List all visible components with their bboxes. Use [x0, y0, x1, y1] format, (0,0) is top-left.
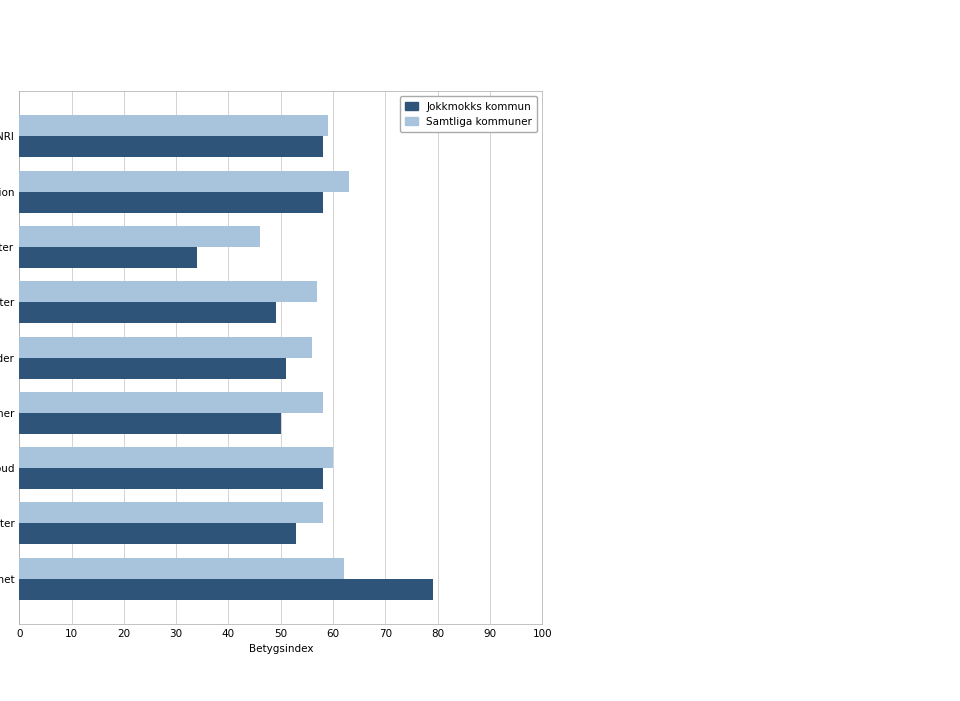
Bar: [19, 281, 318, 302]
Bar: [19, 137, 323, 157]
Bar: [19, 524, 297, 545]
Bar: [19, 336, 312, 358]
Bar: [19, 191, 323, 212]
Bar: [19, 413, 280, 434]
Bar: [19, 578, 433, 599]
Bar: [19, 558, 344, 578]
Bar: [19, 170, 348, 191]
Bar: [19, 447, 333, 468]
Bar: [19, 468, 323, 489]
Bar: [19, 358, 286, 379]
Bar: [19, 116, 328, 137]
Bar: [19, 302, 276, 323]
Bar: [19, 247, 197, 268]
X-axis label: Betygsindex: Betygsindex: [249, 644, 313, 654]
Bar: [19, 226, 260, 247]
Bar: [19, 392, 323, 413]
Bar: [19, 503, 323, 524]
Legend: Jokkmokks kommun, Samtliga kommuner: Jokkmokks kommun, Samtliga kommuner: [400, 96, 538, 132]
